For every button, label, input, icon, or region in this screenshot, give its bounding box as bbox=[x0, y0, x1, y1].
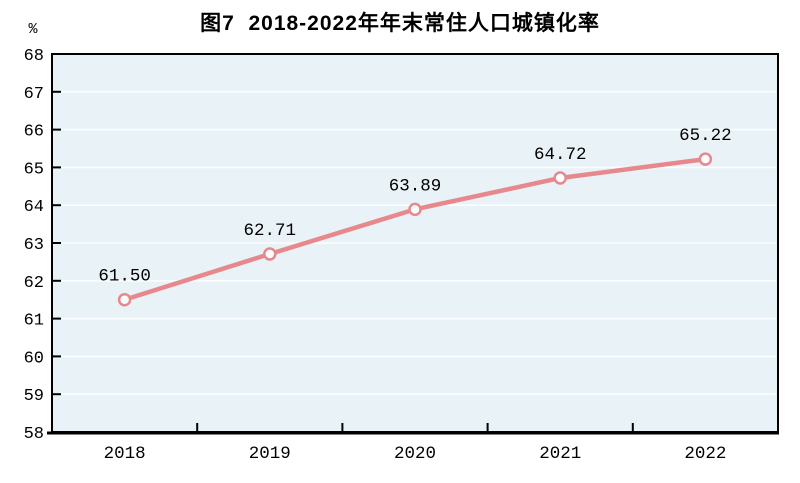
data-point bbox=[117, 292, 132, 307]
y-tick-label: 68 bbox=[24, 47, 44, 66]
y-tick-label: 58 bbox=[24, 425, 44, 444]
data-point bbox=[408, 202, 422, 217]
x-tick-label: 2018 bbox=[104, 444, 146, 464]
data-point-label: 64.72 bbox=[534, 145, 587, 165]
y-tick-label: 66 bbox=[24, 123, 44, 142]
y-tick-label: 65 bbox=[24, 160, 44, 179]
x-tick-label: 2020 bbox=[394, 444, 436, 464]
data-point-label: 65.22 bbox=[679, 126, 732, 146]
data-point bbox=[263, 247, 277, 261]
y-tick-label: 59 bbox=[24, 387, 44, 406]
y-tick-label: 61 bbox=[24, 312, 44, 331]
x-tick-label: 2021 bbox=[539, 444, 581, 464]
y-tick-label: 67 bbox=[24, 85, 44, 104]
x-tick-label: 2019 bbox=[249, 444, 291, 464]
data-point-label: 62.71 bbox=[244, 221, 297, 241]
chart-title: 图7 2018-2022年年末常住人口城镇化率 bbox=[200, 12, 600, 35]
y-tick-label: 60 bbox=[24, 349, 44, 368]
y-tick-label: 64 bbox=[24, 198, 44, 217]
x-tick-label: 2022 bbox=[684, 444, 726, 464]
y-tick-label: 62 bbox=[24, 274, 44, 293]
y-tick-label: 63 bbox=[24, 236, 44, 255]
data-point-label: 63.89 bbox=[389, 176, 442, 196]
data-point bbox=[553, 171, 567, 185]
data-point-label: 61.50 bbox=[98, 267, 151, 287]
data-point bbox=[698, 152, 713, 166]
y-axis-unit-label: % bbox=[28, 21, 38, 38]
